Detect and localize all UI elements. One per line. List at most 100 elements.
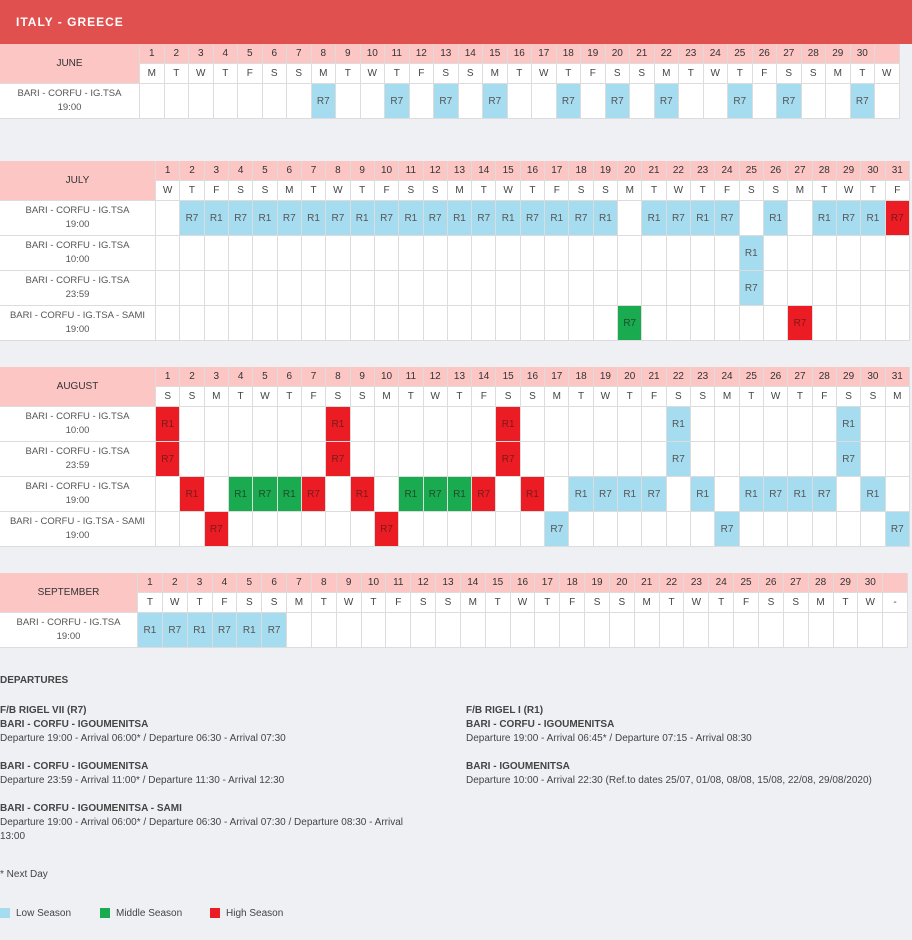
- sailing-cell[interactable]: R7: [520, 201, 546, 236]
- sailing-cell[interactable]: R7: [777, 84, 802, 119]
- sailing-cell[interactable]: R1: [691, 201, 716, 236]
- sailing-cell[interactable]: R7: [569, 201, 594, 236]
- sailing-cell[interactable]: R1: [399, 477, 424, 512]
- empty-day-cell: [399, 271, 424, 306]
- sailing-cell[interactable]: R7: [885, 512, 910, 547]
- sailing-cell[interactable]: R1: [496, 407, 521, 442]
- empty-day-cell: [861, 236, 886, 271]
- sailing-cell[interactable]: R7: [654, 84, 679, 119]
- day-number: 20: [605, 44, 630, 64]
- sailing-cell[interactable]: R1: [593, 201, 619, 236]
- sailing-cell[interactable]: R7: [385, 84, 410, 119]
- sailing-cell[interactable]: R1: [301, 201, 327, 236]
- sailing-cell[interactable]: R1: [496, 201, 521, 236]
- day-number: 26: [764, 161, 789, 181]
- sailing-cell[interactable]: R7: [374, 512, 400, 547]
- sailing-cell[interactable]: R1: [861, 477, 886, 512]
- sailing-cell[interactable]: R7: [850, 84, 875, 119]
- sailing-cell[interactable]: R7: [642, 477, 667, 512]
- sailing-cell[interactable]: R1: [447, 477, 473, 512]
- sailing-cell[interactable]: R7: [162, 613, 188, 648]
- sailing-cell[interactable]: R7: [253, 477, 278, 512]
- sailing-cell[interactable]: R7: [423, 477, 448, 512]
- sailing-cell[interactable]: R7: [311, 84, 336, 119]
- sailing-cell[interactable]: R7: [483, 84, 508, 119]
- sailing-cell[interactable]: R7: [618, 306, 643, 341]
- sailing-cell[interactable]: R1: [180, 477, 205, 512]
- legend-swatch: [210, 908, 220, 919]
- sailing-cell[interactable]: R1: [764, 201, 789, 236]
- sailing-cell[interactable]: R7: [212, 613, 238, 648]
- empty-day-cell: [360, 84, 385, 119]
- sailing-cell[interactable]: R1: [739, 236, 764, 271]
- sailing-cell[interactable]: R1: [569, 477, 594, 512]
- sailing-cell[interactable]: R1: [326, 407, 351, 442]
- sailing-cell[interactable]: R7: [812, 477, 837, 512]
- sailing-cell[interactable]: R1: [618, 477, 643, 512]
- sailing-cell[interactable]: R7: [204, 512, 229, 547]
- empty-day-cell: [885, 407, 910, 442]
- sailing-cell[interactable]: R7: [739, 271, 764, 306]
- sailing-cell[interactable]: R7: [472, 477, 497, 512]
- sailing-cell[interactable]: R1: [812, 201, 837, 236]
- sailing-cell[interactable]: R7: [472, 201, 497, 236]
- sailing-cell[interactable]: R1: [228, 477, 254, 512]
- sailing-cell[interactable]: R1: [520, 477, 546, 512]
- sailing-cell[interactable]: R1: [642, 201, 667, 236]
- day-number: 24: [715, 161, 740, 181]
- sailing-cell[interactable]: R1: [138, 613, 163, 648]
- sailing-cell[interactable]: R7: [496, 442, 521, 477]
- empty-day-cell: [253, 512, 278, 547]
- sailing-cell[interactable]: R7: [605, 84, 630, 119]
- sailing-cell[interactable]: R7: [545, 512, 570, 547]
- sailing-cell[interactable]: R1: [836, 407, 862, 442]
- sailing-cell[interactable]: R7: [836, 201, 862, 236]
- sailing-cell[interactable]: R1: [447, 201, 473, 236]
- sailing-cell[interactable]: R7: [326, 442, 351, 477]
- sailing-cell[interactable]: R1: [739, 477, 764, 512]
- empty-day-cell: [447, 236, 473, 271]
- day-number: 18: [556, 44, 581, 64]
- sailing-cell[interactable]: R1: [399, 201, 424, 236]
- weekday-letter: M: [788, 181, 813, 201]
- sailing-cell[interactable]: R7: [764, 477, 789, 512]
- sailing-cell[interactable]: R1: [788, 477, 813, 512]
- sailing-cell[interactable]: R7: [728, 84, 753, 119]
- sailing-cell[interactable]: R1: [277, 477, 302, 512]
- sailing-cell[interactable]: R1: [187, 613, 213, 648]
- sailing-cell[interactable]: R7: [666, 201, 692, 236]
- sailing-cell[interactable]: R7: [277, 201, 302, 236]
- sailing-cell[interactable]: R7: [301, 477, 327, 512]
- sailing-cell[interactable]: R7: [180, 201, 205, 236]
- sailing-cell[interactable]: R1: [350, 477, 375, 512]
- sailing-cell[interactable]: R7: [885, 201, 910, 236]
- sailing-cell[interactable]: R1: [204, 201, 229, 236]
- empty-day-cell: [764, 306, 789, 341]
- sailing-cell[interactable]: R1: [253, 201, 278, 236]
- sailing-cell[interactable]: R7: [715, 201, 740, 236]
- sailing-cell[interactable]: R1: [156, 407, 181, 442]
- sailing-cell[interactable]: R7: [262, 613, 288, 648]
- sailing-cell[interactable]: R7: [156, 442, 181, 477]
- empty-day-cell: [861, 442, 886, 477]
- sailing-cell[interactable]: R7: [374, 201, 400, 236]
- sailing-cell[interactable]: R7: [556, 84, 581, 119]
- sailing-cell[interactable]: R7: [715, 512, 740, 547]
- sailing-cell[interactable]: R1: [666, 407, 692, 442]
- day-number: 6: [262, 573, 288, 593]
- sailing-cell[interactable]: R7: [228, 201, 254, 236]
- sailing-cell[interactable]: R1: [691, 477, 716, 512]
- sailing-cell[interactable]: R1: [350, 201, 375, 236]
- sailing-cell[interactable]: R7: [593, 477, 619, 512]
- sailing-cell[interactable]: R1: [861, 201, 886, 236]
- footnote: * Next Day: [0, 869, 48, 880]
- sailing-cell[interactable]: R7: [666, 442, 692, 477]
- sailing-cell[interactable]: R7: [788, 306, 813, 341]
- sailing-cell[interactable]: R7: [836, 442, 862, 477]
- sailing-cell[interactable]: R7: [434, 84, 459, 119]
- sailing-cell[interactable]: R7: [326, 201, 351, 236]
- sailing-cell[interactable]: R7: [423, 201, 448, 236]
- sailing-cell[interactable]: R1: [237, 613, 263, 648]
- sailing-cell[interactable]: R1: [545, 201, 570, 236]
- weekday-letter: S: [691, 387, 716, 407]
